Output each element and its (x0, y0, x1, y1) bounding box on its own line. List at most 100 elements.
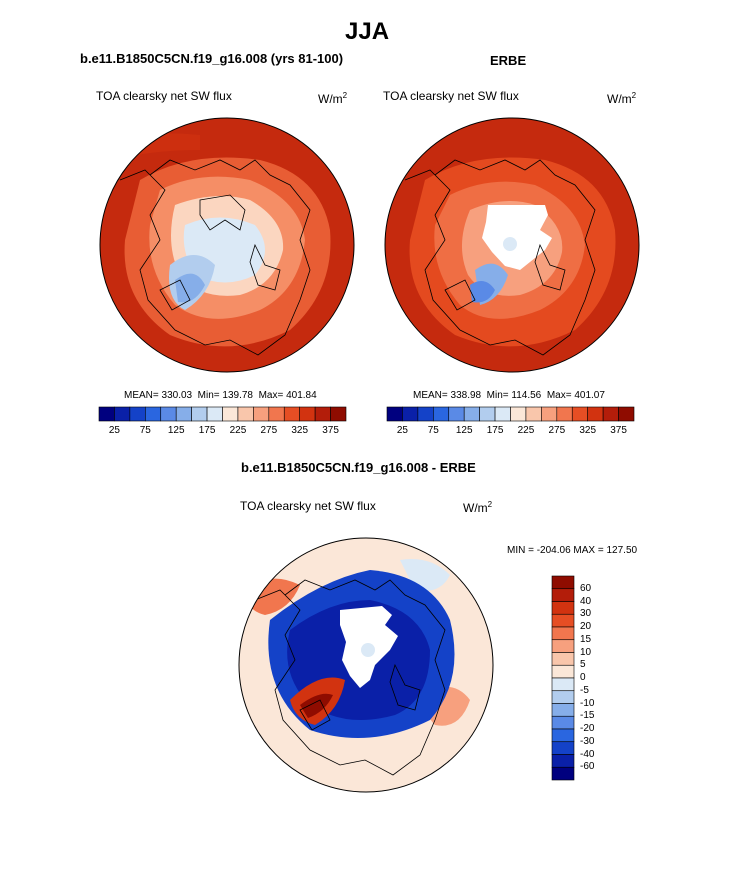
colorbar-swatch (602, 406, 619, 422)
colorbar-swatch (551, 715, 575, 730)
colorbar-tick-label: 75 (427, 425, 439, 436)
colorbar-tick-label: 225 (229, 425, 247, 436)
panel1-stat-min: Min= 139.78 (197, 390, 253, 401)
colorbar-tick-label: 325 (579, 425, 597, 436)
colorbar-swatch (494, 406, 511, 422)
colorbar-swatch (551, 652, 575, 666)
colorbar-swatch (587, 406, 604, 422)
colorbar-swatch (541, 406, 558, 422)
colorbar-tick-label: 275 (548, 425, 566, 436)
colorbar-tick-label: -20 (580, 723, 595, 734)
colorbar-tick-label: 60 (580, 582, 592, 594)
colorbar-swatch (551, 690, 575, 704)
colorbar-tick-label: 325 (291, 425, 309, 436)
colorbar-tick-label: 375 (322, 425, 339, 436)
colorbar-swatch (551, 575, 575, 590)
colorbar-swatch (551, 703, 575, 717)
colorbar-tick-label: 20 (580, 621, 592, 632)
colorbar-tick-label: 5 (580, 659, 586, 671)
colorbar-tick-label: 40 (580, 595, 592, 607)
panel2-stat-min: Min= 114.56 (486, 390, 542, 401)
colorbar-swatch (191, 406, 208, 422)
colorbar-tick-label: 175 (486, 425, 504, 436)
colorbar-swatch (98, 406, 115, 422)
colorbar-swatch (571, 406, 588, 422)
colorbar-swatch (551, 588, 575, 602)
panel3-colorbar (551, 575, 575, 781)
colorbar-swatch (448, 406, 465, 422)
colorbar-swatch (551, 626, 575, 641)
panel3-variable-label: TOA clearsky net SW flux (240, 499, 376, 513)
colorbar-swatch (160, 406, 177, 422)
colorbar-swatch (618, 406, 635, 422)
colorbar-swatch (556, 406, 573, 422)
colorbar-tick-label: 125 (167, 425, 185, 436)
colorbar-swatch (330, 406, 347, 422)
panel2-stats: MEAN= 338.98 Min= 114.56 Max= 401.07 (413, 390, 605, 401)
panel2-stat-max: Max= 401.07 (546, 390, 605, 401)
colorbar-swatch (479, 406, 496, 422)
colorbar-swatch (551, 741, 575, 755)
colorbar-tick-label: 225 (517, 425, 535, 436)
colorbar-swatch (551, 613, 575, 628)
colorbar-swatch (129, 406, 146, 422)
colorbar-swatch (551, 664, 575, 679)
panel1-colorbar (98, 406, 347, 422)
figure-title: JJA (345, 18, 390, 45)
colorbar-swatch (268, 406, 285, 422)
colorbar-tick-label: -10 (580, 697, 595, 709)
colorbar-tick-label: -15 (580, 710, 595, 722)
colorbar-swatch (551, 639, 575, 653)
panel1-units-exp: 2 (342, 91, 348, 100)
colorbar-tick-label: 0 (580, 672, 586, 683)
colorbar-swatch (551, 677, 575, 692)
colorbar-swatch (222, 406, 239, 422)
colorbar-tick-label: -40 (580, 748, 595, 760)
panel2-units-exp: 2 (631, 91, 637, 100)
colorbar-swatch (386, 406, 403, 422)
panel1-variable-label: TOA clearsky net SW flux (96, 89, 232, 103)
colorbar-swatch (253, 406, 270, 422)
colorbar-tick-label: 375 (610, 425, 627, 436)
colorbar-swatch (433, 406, 450, 422)
colorbar-swatch (114, 406, 131, 422)
panel2-units-base: W/m (607, 92, 632, 106)
panel3-units-base: W/m (463, 501, 488, 515)
colorbar-tick-label: 275 (260, 425, 278, 436)
colorbar-swatch (206, 406, 223, 422)
colorbar-swatch (314, 406, 331, 422)
colorbar-swatch (402, 406, 419, 422)
colorbar-tick-label: 125 (455, 425, 473, 436)
panel1-stat-max: Max= 401.84 (258, 390, 317, 401)
panel1-stats: MEAN= 330.03 Min= 139.78 Max= 401.84 (124, 390, 317, 401)
panel3-units-exp: 2 (487, 500, 493, 509)
panel3-minmax: MIN = -204.06 MAX = 127.50 (507, 545, 638, 556)
panel2-case-label: ERBE (490, 53, 527, 68)
colorbar-tick-label: 15 (580, 633, 592, 645)
colorbar-swatch (551, 728, 575, 743)
colorbar-tick-label: 10 (580, 646, 592, 658)
colorbar-swatch (551, 766, 575, 781)
colorbar-tick-label: -60 (580, 761, 595, 773)
panel1-stat-mean: MEAN= 330.03 (124, 390, 193, 401)
colorbar-swatch (283, 406, 300, 422)
panel3-units: W/m2 (463, 500, 492, 515)
colorbar-tick-label: -30 (580, 735, 595, 747)
panel2-colorbar (386, 406, 635, 422)
colorbar-tick-label: 75 (139, 425, 151, 436)
panel2-variable-label: TOA clearsky net SW flux (383, 89, 519, 103)
panel2-colorbar-ticks: 25 75 125 175 225 275 325 375 (387, 425, 634, 439)
panel3-case-label: b.e11.B1850C5CN.f19_g16.008 - ERBE (241, 460, 476, 475)
colorbar-swatch (417, 406, 434, 422)
colorbar-tick-label: 25 (108, 425, 120, 436)
colorbar-swatch (463, 406, 480, 422)
colorbar-swatch (551, 601, 575, 615)
colorbar-swatch (510, 406, 527, 422)
panel2-stat-mean: MEAN= 338.98 (413, 390, 482, 401)
panel1-case-label: b.e11.B1850C5CN.f19_g16.008 (yrs 81-100) (80, 51, 344, 66)
colorbar-swatch (145, 406, 162, 422)
colorbar-tick-label: 175 (198, 425, 216, 436)
panel1-units-base: W/m (318, 92, 343, 106)
colorbar-swatch (551, 754, 575, 768)
